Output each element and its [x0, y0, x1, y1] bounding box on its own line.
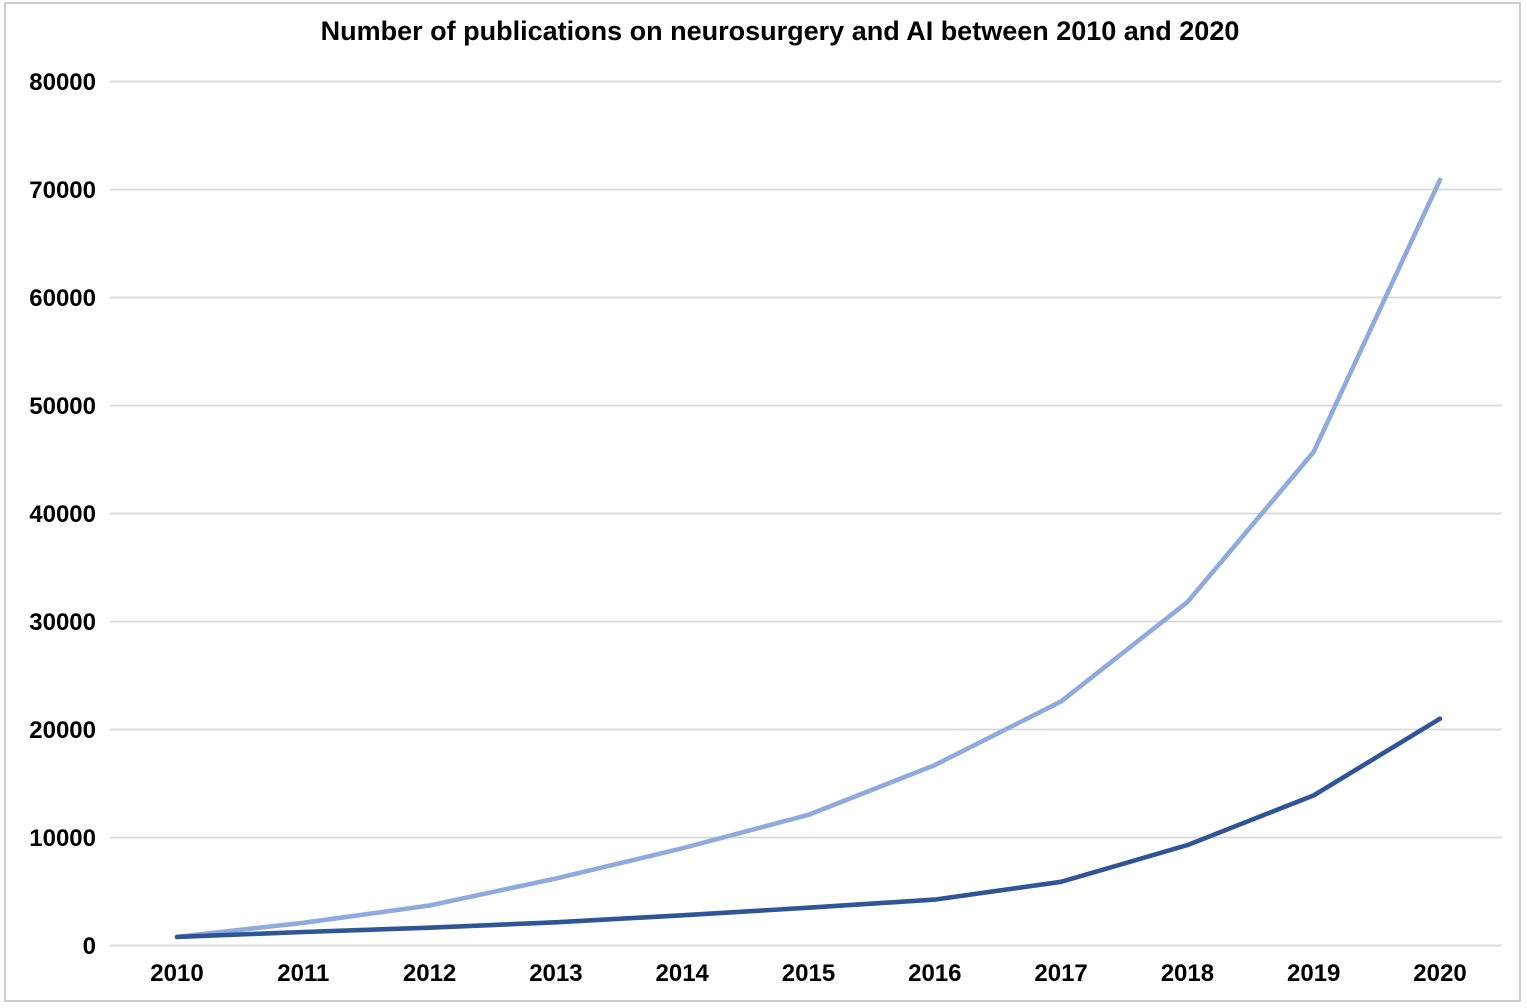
- chart-title: Number of publications on neurosurgery a…: [320, 16, 1240, 46]
- y-tick-label: 60000: [29, 285, 96, 312]
- y-tick-label: 0: [83, 933, 96, 960]
- x-tick-label: 2012: [403, 960, 456, 987]
- x-tick-label: 2014: [656, 960, 710, 987]
- y-tick-label: 70000: [29, 177, 96, 204]
- x-tick-label: 2013: [529, 960, 582, 987]
- y-tick-label: 20000: [29, 717, 96, 744]
- y-tick-label: 30000: [29, 609, 96, 636]
- y-tick-label: 80000: [29, 69, 96, 96]
- x-tick-label: 2018: [1161, 960, 1214, 987]
- x-tick-label: 2017: [1034, 960, 1087, 987]
- series-light-blue-line: [174, 177, 1443, 940]
- x-tick-label: 2010: [150, 960, 203, 987]
- x-tick-label: 2015: [782, 960, 835, 987]
- series-dark-blue-line: [174, 716, 1443, 940]
- y-tick-label: 50000: [29, 393, 96, 420]
- x-tick-label: 2020: [1413, 960, 1466, 987]
- y-tick-label: 40000: [29, 501, 96, 528]
- x-tick-label: 2011: [277, 960, 329, 987]
- y-tick-label: 10000: [29, 825, 96, 852]
- x-tick-label: 2016: [908, 960, 961, 987]
- x-tick-label: 2019: [1287, 960, 1340, 987]
